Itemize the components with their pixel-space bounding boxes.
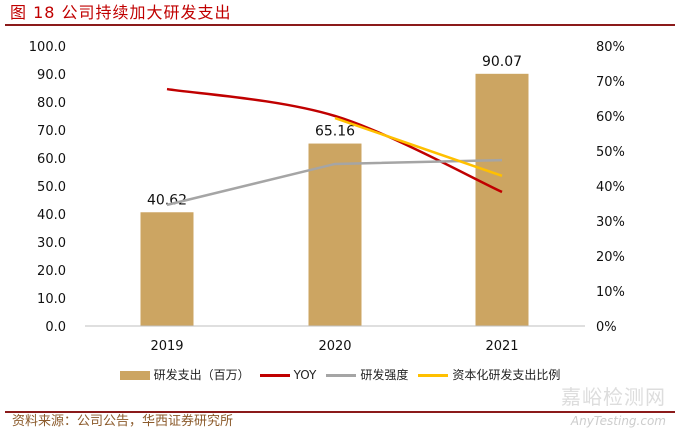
y-left-tick-label: 0.0 [45,320,66,335]
legend-swatch [119,370,150,380]
bar-2021 [475,73,529,326]
y-left-tick-label: 90.0 [37,68,66,83]
legend-swatch [259,373,290,377]
y-left-tick-label: 30.0 [37,236,66,251]
bar-2019 [140,212,194,326]
y-right-tick-label: 70% [596,75,625,90]
legend: 研发支出（百万） YOY 研发强度 资本化研发支出比例 [0,367,680,383]
bar-data-label: 90.07 [482,54,522,70]
legend-item: 资本化研发支出比例 [418,367,560,383]
legend-label: 资本化研发支出比例 [452,368,561,382]
y-right-tick-label: 40% [596,180,625,195]
x-tick-label: 2020 [318,339,351,354]
line-series-2 [334,116,503,178]
y-left-tick-label: 70.0 [37,124,66,139]
y-left-tick-label: 10.0 [37,292,66,307]
legend-swatch [326,373,357,377]
x-tick-label: 2021 [485,339,518,354]
legend-label: YOY [293,368,317,382]
y-left-tick-label: 80.0 [37,96,66,111]
chart-svg: 0.0 10.0 20.0 30.0 40.0 50.0 60.0 70.0 80.0 90.0 1… [29,40,625,354]
line-series-0 [166,87,503,194]
y-right-tick-label: 80% [596,40,625,55]
watermark-cn: 嘉峪检测网 [561,385,666,409]
y-left-tick-label: 100.0 [29,40,66,55]
bar-data-label: 65.16 [315,124,355,140]
y-left-tick-label: 60.0 [37,152,66,167]
legend-item: YOY [259,367,317,383]
y-left-tick-label: 40.0 [37,208,66,223]
source-note: 资料来源：公司公告，华西证券研究所 [12,414,234,429]
x-tick-label: 2019 [150,339,183,354]
y-left-tick-label: 20.0 [37,264,66,279]
y-left-tick-label: 50.0 [37,180,66,195]
legend-item: 研发强度 [326,367,408,383]
y-right-tick-label: 20% [596,250,625,265]
watermark-en: AnyTesting.com [570,414,666,428]
legend-item: 研发支出（百万） [119,367,250,383]
legend-swatch [418,373,449,377]
line-series-1 [166,158,503,207]
y-right-tick-label: 30% [596,215,625,230]
y-right-tick-label: 0% [596,320,617,335]
title-rule [5,24,675,26]
y-right-tick-label: 60% [596,110,625,125]
bar-data-label: 40.62 [147,192,187,208]
y-right-tick-label: 50% [596,145,625,160]
bar-2020 [308,143,362,326]
figure-title: 图 18 公司持续加大研发支出 [10,3,232,22]
legend-label: 研发强度 [360,368,409,382]
footer-rule [5,411,675,413]
y-right-tick-label: 10% [596,285,625,300]
legend-label: 研发支出（百万） [153,368,250,382]
